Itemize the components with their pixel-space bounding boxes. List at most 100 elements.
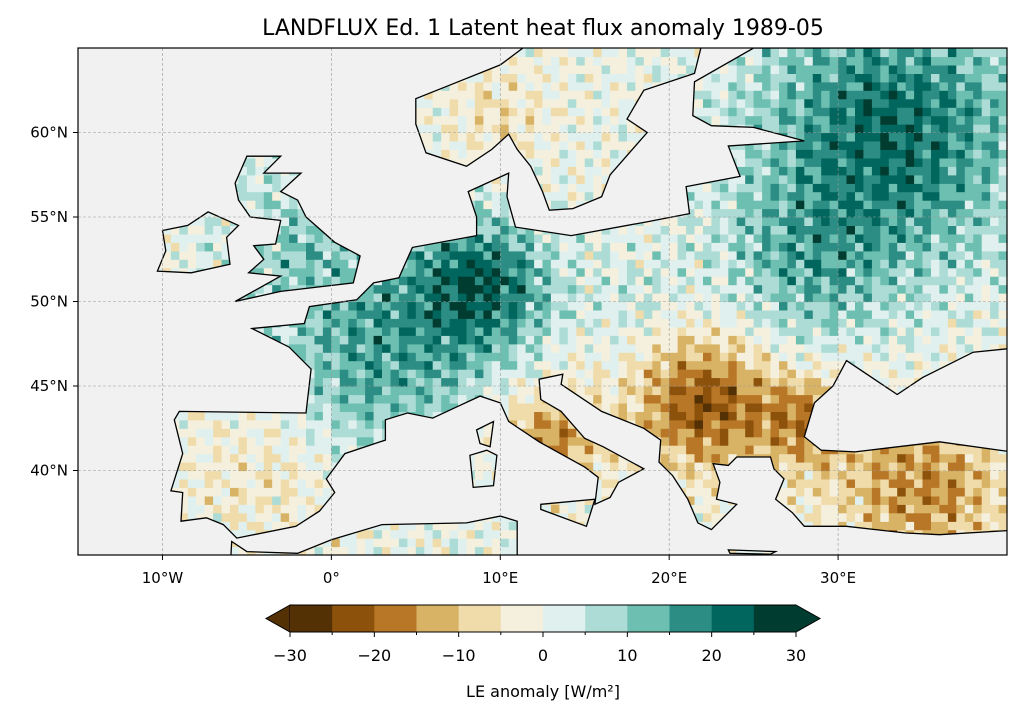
anomaly-cell <box>263 326 273 336</box>
anomaly-cell <box>348 250 358 260</box>
anomaly-cell <box>694 495 704 505</box>
anomaly-cell <box>179 462 189 472</box>
anomaly-cell <box>179 504 189 514</box>
anomaly-cell <box>694 267 704 277</box>
anomaly-cell <box>246 174 256 184</box>
anomaly-cell <box>483 529 493 539</box>
anomaly-cell <box>306 546 315 556</box>
anomaly-cell <box>643 73 653 83</box>
anomaly-cell <box>593 48 603 58</box>
anomaly-cell <box>491 360 501 370</box>
anomaly-cell <box>483 352 493 362</box>
anomaly-cell <box>559 124 569 134</box>
anomaly-cell <box>263 200 273 210</box>
anomaly-cell <box>762 267 772 277</box>
anomaly-cell <box>534 233 544 243</box>
anomaly-cell <box>272 512 282 522</box>
anomaly-cell <box>365 377 375 387</box>
anomaly-cell <box>348 538 358 548</box>
anomaly-cell <box>610 470 620 480</box>
anomaly-cell <box>474 140 484 150</box>
anomaly-cell <box>339 267 349 277</box>
anomaly-cell <box>534 98 544 108</box>
anomaly-cell <box>643 377 653 387</box>
anomaly-cell <box>398 284 408 294</box>
anomaly-cell <box>382 301 391 311</box>
anomaly-cell <box>584 115 594 125</box>
anomaly-cell <box>677 301 687 311</box>
anomaly-cell <box>576 115 586 125</box>
anomaly-cell <box>491 318 501 328</box>
anomaly-cell <box>424 411 434 421</box>
anomaly-cell <box>736 183 746 193</box>
anomaly-cell <box>534 276 544 286</box>
anomaly-cell <box>458 284 467 294</box>
anomaly-cell <box>762 183 772 193</box>
anomaly-cell <box>660 301 670 311</box>
anomaly-cell <box>762 250 772 260</box>
anomaly-cell <box>356 293 366 303</box>
anomaly-cell <box>331 343 341 353</box>
anomaly-cell <box>618 402 628 412</box>
anomaly-cell <box>441 149 451 159</box>
anomaly-cell <box>407 326 417 336</box>
anomaly-cell <box>669 326 679 336</box>
anomaly-cell <box>238 478 248 488</box>
anomaly-cell <box>373 352 383 362</box>
anomaly-cell <box>474 217 484 226</box>
anomaly-cell <box>272 242 282 252</box>
anomaly-cell <box>272 428 282 438</box>
anomaly-cell <box>559 183 569 193</box>
anomaly-cell <box>567 309 577 319</box>
anomaly-cell <box>745 48 755 58</box>
anomaly-cell <box>314 419 324 429</box>
anomaly-cell <box>745 56 755 66</box>
anomaly-cell <box>517 369 527 379</box>
anomaly-cell <box>483 301 493 311</box>
anomaly-cell <box>745 233 755 243</box>
anomaly-cell <box>474 369 484 379</box>
anomaly-cell <box>517 115 527 125</box>
anomaly-cell <box>474 149 484 159</box>
anomaly-cell <box>373 377 383 387</box>
anomaly-cell <box>238 436 248 446</box>
anomaly-cell <box>770 386 780 396</box>
anomaly-cell <box>162 250 172 260</box>
anomaly-cell <box>635 64 645 74</box>
anomaly-cell <box>221 225 231 235</box>
anomaly-cell <box>449 360 459 370</box>
anomaly-cell <box>246 504 256 514</box>
anomaly-cell <box>643 419 653 429</box>
anomaly-cell <box>314 470 324 480</box>
anomaly-cell <box>770 183 780 193</box>
anomaly-cell <box>652 335 662 345</box>
anomaly-cell <box>339 428 349 438</box>
anomaly-cell <box>424 326 434 336</box>
anomaly-cell <box>719 453 729 463</box>
anomaly-cell <box>534 64 544 74</box>
anomaly-cell <box>567 200 577 210</box>
anomaly-cell <box>517 107 527 117</box>
anomaly-cell <box>652 394 662 404</box>
anomaly-cell <box>643 335 653 345</box>
anomaly-cell <box>677 233 687 243</box>
anomaly-cell <box>550 335 560 345</box>
anomaly-cell <box>703 217 712 226</box>
anomaly-cell <box>660 217 670 226</box>
anomaly-cell <box>306 470 315 480</box>
anomaly-cell <box>618 343 628 353</box>
anomaly-cell <box>686 377 696 387</box>
anomaly-cell <box>762 343 772 353</box>
anomaly-cell <box>542 183 552 193</box>
anomaly-cell <box>441 250 451 260</box>
anomaly-cell <box>770 115 780 125</box>
anomaly-cell <box>601 343 611 353</box>
anomaly-cell <box>770 250 780 260</box>
anomaly-cell <box>601 90 611 100</box>
anomaly-cell <box>745 309 755 319</box>
anomaly-cell <box>331 309 341 319</box>
anomaly-cell <box>576 124 586 134</box>
anomaly-cell <box>517 233 527 243</box>
anomaly-cell <box>517 411 527 421</box>
